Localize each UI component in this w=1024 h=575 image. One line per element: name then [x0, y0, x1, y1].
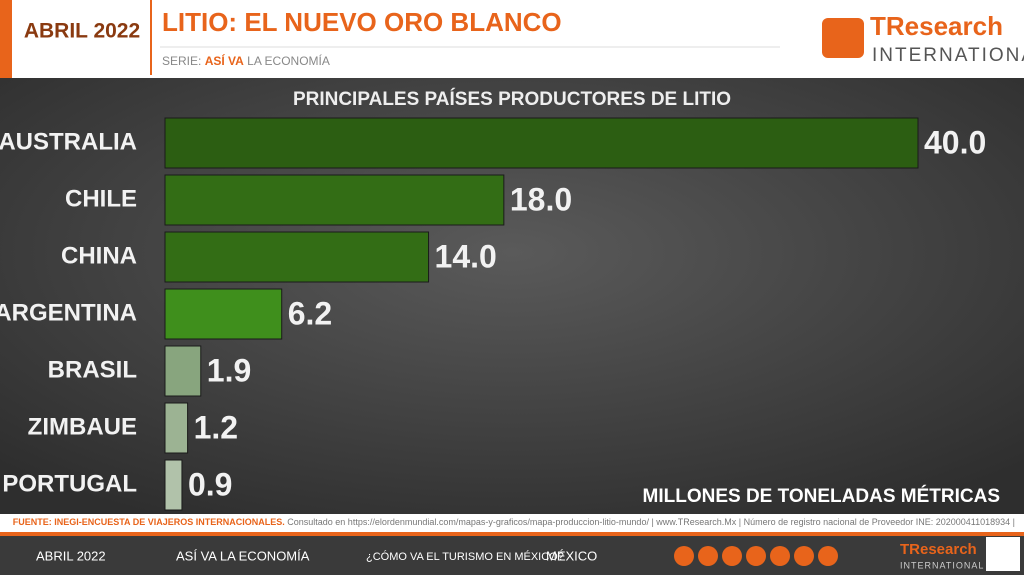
main-title: LITIO: EL NUEVO ORO BLANCO	[162, 7, 562, 37]
logo-main: TResearch	[870, 11, 1003, 41]
subtitle: SERIE: ASÍ VA LA ECONOMÍA	[162, 53, 330, 68]
icon[interactable]	[722, 546, 742, 566]
bar	[164, 345, 202, 397]
qr-code	[986, 537, 1020, 571]
category-label: ZIMBAUE	[28, 413, 137, 440]
value-label: 6.2	[288, 295, 332, 331]
icon[interactable]	[770, 546, 790, 566]
series-prefix: SERIE:	[162, 54, 201, 68]
icon[interactable]	[746, 546, 766, 566]
footer-bg	[0, 532, 1024, 575]
footer-item: MÉXICO	[546, 548, 597, 563]
category-label: CHINA	[61, 242, 137, 269]
icon[interactable]	[794, 546, 814, 566]
bar	[164, 174, 505, 226]
footer-logo-sub: INTERNATIONAL	[900, 560, 984, 570]
footer-item: ASÍ VA LA ECONOMÍA	[176, 548, 310, 563]
series-name: ASÍ VA	[205, 53, 244, 68]
footer-logo-main: TResearch	[900, 541, 977, 558]
bar	[164, 459, 183, 511]
value-label: 0.9	[188, 466, 232, 502]
bar	[164, 117, 919, 169]
bar	[164, 402, 189, 454]
social-icons	[674, 546, 838, 566]
value-label: 40.0	[924, 124, 986, 160]
category-label: ARGENTINA	[0, 299, 137, 326]
category-label: BRASIL	[48, 356, 137, 383]
logo-sub: INTERNATIONAL	[872, 45, 1024, 66]
icon[interactable]	[818, 546, 838, 566]
source-text: Consultado en https://elordenmundial.com…	[287, 517, 1015, 527]
icon[interactable]	[674, 546, 694, 566]
header-stripe	[0, 0, 12, 80]
footer-item: ¿CÓMO VA EL TURISMO EN MÉXICO?	[366, 550, 564, 563]
date: ABRIL 2022	[24, 20, 140, 43]
series-rest: LA ECONOMÍA	[247, 53, 330, 68]
bar	[164, 288, 283, 340]
footer-item: ABRIL 2022	[36, 548, 106, 563]
value-label: 1.2	[194, 409, 238, 445]
source-bg	[0, 514, 1024, 532]
unit-label: MILLONES DE TONELADAS MÉTRICAS	[643, 485, 1001, 507]
chart-title: PRINCIPALES PAÍSES PRODUCTORES DE LITIO	[293, 88, 731, 110]
value-label: 18.0	[510, 181, 572, 217]
value-label: 1.9	[207, 352, 251, 388]
plot: AUSTRALIA 40.0 CHILE 18.0 CHINA 14.0 ARGENTINA…	[0, 117, 986, 511]
value-label: 14.0	[435, 238, 497, 274]
category-label: PORTUGAL	[2, 470, 137, 497]
category-label: AUSTRALIA	[0, 128, 137, 155]
footer-border	[0, 532, 1024, 536]
source-label: FUENTE: INEGI-ENCUESTA DE VIAJEROS INTER…	[13, 517, 285, 527]
icon[interactable]	[698, 546, 718, 566]
bar	[164, 231, 430, 283]
category-label: CHILE	[65, 185, 137, 212]
logo-icon	[822, 18, 864, 58]
source: FUENTE: INEGI-ENCUESTA DE VIAJEROS INTER…	[13, 517, 1015, 527]
header-divider	[150, 0, 152, 75]
